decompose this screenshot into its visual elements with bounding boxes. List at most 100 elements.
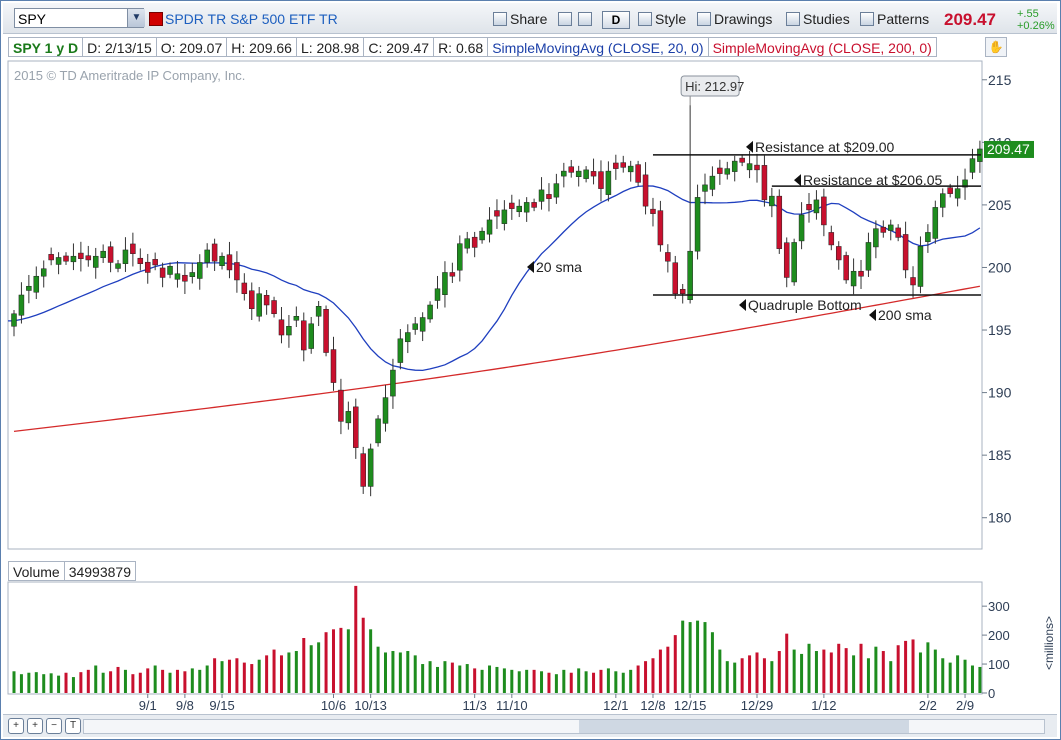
- volume-bar[interactable]: [502, 668, 506, 693]
- candle-body[interactable]: [776, 195, 783, 249]
- volume-bar[interactable]: [488, 665, 492, 694]
- period-button[interactable]: D: [602, 11, 630, 29]
- volume-bar[interactable]: [64, 672, 68, 693]
- volume-bar[interactable]: [339, 627, 343, 693]
- candle-body[interactable]: [546, 194, 552, 199]
- volume-bar[interactable]: [852, 655, 856, 693]
- candle-body[interactable]: [665, 252, 671, 262]
- candle-body[interactable]: [85, 255, 92, 261]
- text-tool-icon[interactable]: T: [65, 718, 81, 734]
- volume-bar[interactable]: [101, 672, 105, 693]
- candle-body[interactable]: [821, 196, 827, 226]
- candle-body[interactable]: [798, 214, 805, 242]
- candle-body[interactable]: [182, 274, 188, 282]
- volume-bar[interactable]: [369, 629, 373, 693]
- volume-bar[interactable]: [703, 622, 707, 693]
- zoom-out-icon[interactable]: −: [46, 718, 62, 734]
- volume-bar[interactable]: [978, 666, 982, 693]
- candle-body[interactable]: [731, 160, 738, 172]
- volume-bar[interactable]: [183, 671, 187, 693]
- candle-body[interactable]: [932, 207, 939, 239]
- candle-body[interactable]: [835, 246, 842, 261]
- volume-bar[interactable]: [956, 655, 960, 693]
- candle-body[interactable]: [286, 326, 292, 336]
- candle-body[interactable]: [531, 202, 537, 208]
- volume-bar[interactable]: [324, 632, 328, 693]
- volume-bar[interactable]: [42, 674, 46, 693]
- volume-bar[interactable]: [265, 655, 269, 693]
- scrollbar-thumb[interactable]: [579, 720, 909, 733]
- symbol-dropdown-button[interactable]: ▼: [127, 9, 145, 27]
- volume-bar[interactable]: [220, 661, 224, 693]
- volume-bar[interactable]: [770, 661, 774, 693]
- candle-body[interactable]: [219, 255, 225, 266]
- sma200-study-label[interactable]: SimpleMovingAvg (CLOSE, 200, 0): [707, 37, 937, 57]
- candle-body[interactable]: [850, 270, 857, 287]
- volume-bar[interactable]: [391, 651, 395, 693]
- candle-body[interactable]: [783, 242, 790, 278]
- candle-body[interactable]: [330, 349, 337, 383]
- volume-bar[interactable]: [175, 669, 179, 693]
- volume-bar[interactable]: [755, 652, 759, 693]
- candle-body[interactable]: [107, 246, 114, 263]
- candle-body[interactable]: [969, 158, 976, 173]
- style-button[interactable]: Style: [638, 9, 686, 29]
- candle-body[interactable]: [367, 448, 374, 487]
- volume-bar[interactable]: [384, 652, 387, 693]
- volume-bar[interactable]: [881, 651, 885, 693]
- candle-body[interactable]: [241, 282, 248, 294]
- volume-bar[interactable]: [86, 669, 90, 693]
- volume-bar[interactable]: [651, 658, 655, 693]
- volume-bar[interactable]: [911, 639, 915, 693]
- volume-bar[interactable]: [138, 672, 142, 693]
- volume-bar[interactable]: [57, 675, 61, 693]
- volume-bar[interactable]: [592, 672, 596, 693]
- candle-body[interactable]: [405, 332, 411, 343]
- candle-body[interactable]: [115, 263, 121, 269]
- volume-bar[interactable]: [800, 653, 804, 693]
- candle-body[interactable]: [598, 171, 604, 189]
- candle-body[interactable]: [338, 389, 344, 422]
- volume-bar[interactable]: [109, 671, 113, 693]
- candle-body[interactable]: [100, 250, 106, 258]
- candle-body[interactable]: [887, 224, 894, 231]
- volume-bar[interactable]: [49, 673, 53, 693]
- volume-bar[interactable]: [681, 620, 685, 693]
- candle-body[interactable]: [516, 205, 522, 213]
- volume-bar[interactable]: [190, 668, 194, 693]
- candle-body[interactable]: [189, 272, 196, 277]
- volume-bar[interactable]: [814, 651, 818, 693]
- candle-body[interactable]: [813, 199, 820, 214]
- volume-bar[interactable]: [428, 661, 432, 693]
- candle-body[interactable]: [613, 162, 619, 169]
- candle-body[interactable]: [657, 210, 664, 246]
- candle-body[interactable]: [11, 313, 17, 327]
- candle-body[interactable]: [419, 317, 426, 332]
- candle-body[interactable]: [702, 184, 708, 192]
- candle-body[interactable]: [353, 406, 359, 448]
- candle-body[interactable]: [278, 319, 285, 336]
- volume-bar[interactable]: [606, 668, 610, 693]
- volume-bar[interactable]: [874, 646, 878, 693]
- volume-bar[interactable]: [644, 661, 648, 693]
- volume-bar[interactable]: [844, 648, 848, 693]
- volume-bar[interactable]: [331, 629, 335, 693]
- volume-bar[interactable]: [317, 642, 321, 693]
- volume-bar[interactable]: [584, 671, 588, 693]
- candle-body[interactable]: [471, 236, 478, 248]
- candle-body[interactable]: [457, 243, 463, 271]
- hand-tool-icon[interactable]: ✋: [985, 37, 1007, 57]
- candle-body[interactable]: [271, 300, 277, 315]
- candle-body[interactable]: [694, 197, 701, 252]
- volume-bar[interactable]: [636, 665, 640, 694]
- volume-bar[interactable]: [302, 638, 306, 693]
- volume-bar[interactable]: [294, 651, 298, 693]
- volume-bar[interactable]: [569, 672, 573, 693]
- volume-bar[interactable]: [837, 643, 841, 693]
- studies-button[interactable]: Studies: [786, 9, 850, 29]
- candle-body[interactable]: [858, 270, 864, 277]
- volume-bar[interactable]: [116, 666, 120, 693]
- candle-body[interactable]: [746, 163, 753, 171]
- volume-bar[interactable]: [926, 642, 930, 693]
- volume-bar[interactable]: [205, 665, 209, 694]
